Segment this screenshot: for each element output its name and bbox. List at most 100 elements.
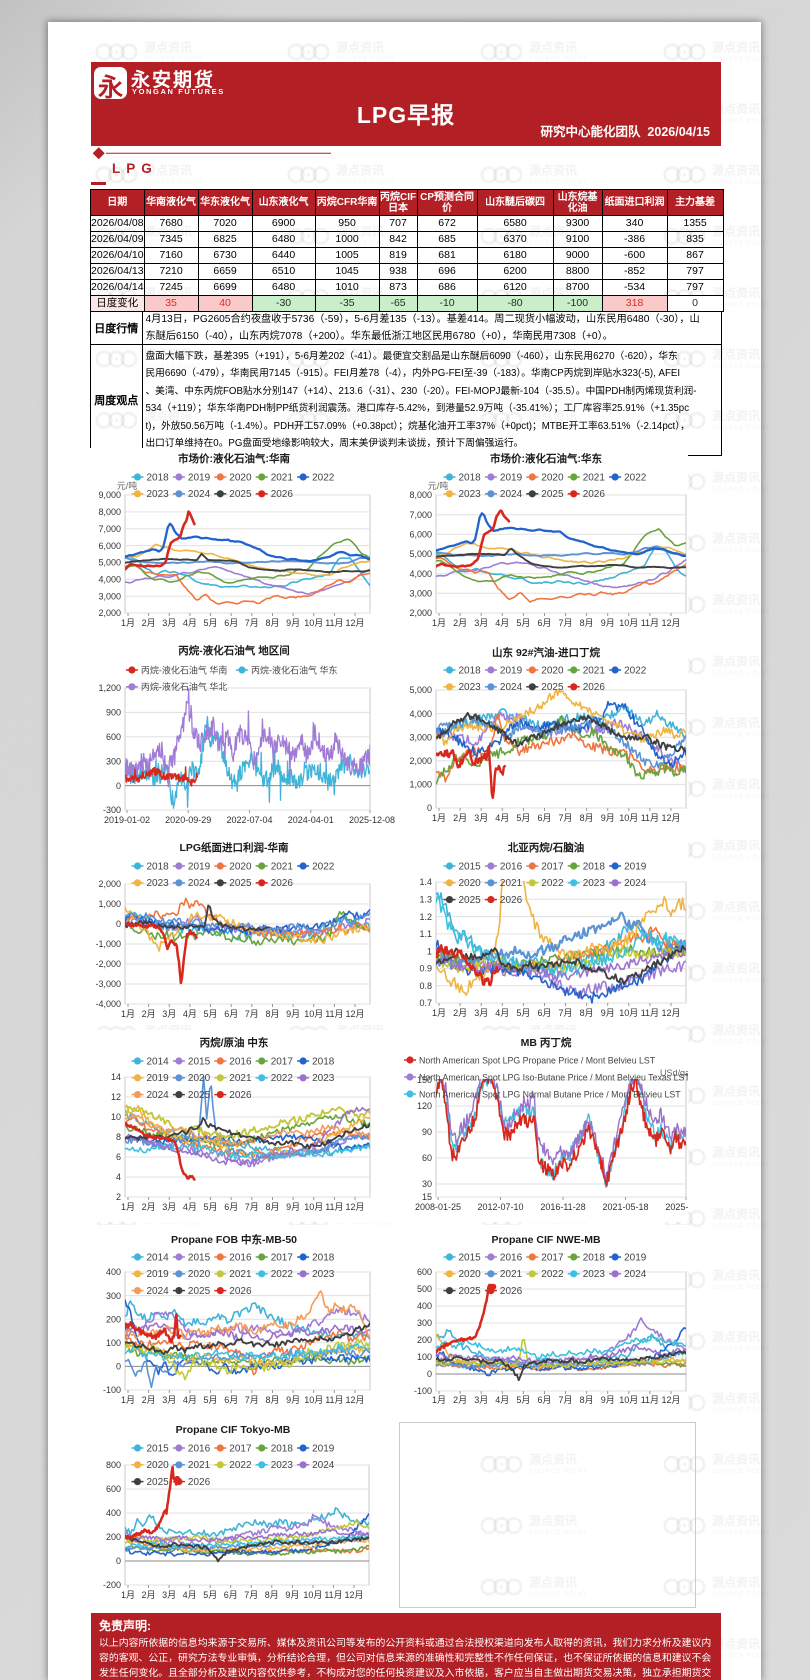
svg-text:2018: 2018 <box>147 472 170 483</box>
svg-text:8月: 8月 <box>580 1008 594 1018</box>
svg-text:7,000: 7,000 <box>98 524 121 534</box>
svg-text:2019: 2019 <box>188 861 211 872</box>
svg-text:7月: 7月 <box>558 618 572 628</box>
svg-text:源点资讯: 源点资讯 <box>712 1575 760 1590</box>
svg-text:120: 120 <box>417 1101 432 1111</box>
svg-text:300: 300 <box>106 1291 121 1301</box>
svg-text:1月: 1月 <box>121 1009 135 1019</box>
svg-text:9月: 9月 <box>601 1008 615 1018</box>
svg-text:3月: 3月 <box>162 1590 176 1600</box>
svg-text:5月: 5月 <box>203 1395 217 1405</box>
svg-text:8,000: 8,000 <box>98 507 121 517</box>
svg-text:600: 600 <box>417 1267 432 1277</box>
svg-text:SOURCE POINT: SOURCE POINT <box>336 56 395 63</box>
svg-text:North American Spot LPG Propan: North American Spot LPG Propane Price / … <box>419 1055 656 1065</box>
svg-text:0.7: 0.7 <box>419 998 432 1008</box>
svg-text:2019: 2019 <box>147 1073 170 1084</box>
svg-text:2022: 2022 <box>541 878 564 889</box>
svg-text:11月: 11月 <box>325 1202 343 1212</box>
svg-text:2024: 2024 <box>188 878 211 889</box>
svg-text:SOURCE POINT: SOURCE POINT <box>529 56 588 63</box>
svg-text:2021: 2021 <box>229 1269 252 1280</box>
svg-text:源点资讯: 源点资讯 <box>144 347 192 362</box>
svg-text:2022: 2022 <box>312 472 335 483</box>
svg-text:-200: -200 <box>103 1580 121 1590</box>
svg-text:200: 200 <box>106 1532 121 1542</box>
svg-text:源点资讯: 源点资讯 <box>336 347 384 362</box>
svg-text:SOURCE POINT: SOURCE POINT <box>712 609 771 616</box>
svg-text:2023: 2023 <box>312 1073 335 1084</box>
svg-text:0: 0 <box>116 1556 121 1566</box>
svg-text:4月: 4月 <box>183 1590 197 1600</box>
svg-text:2016: 2016 <box>500 1252 523 1263</box>
svg-text:2021: 2021 <box>583 472 606 483</box>
svg-text:6月: 6月 <box>224 618 238 628</box>
svg-text:2018: 2018 <box>312 1252 335 1263</box>
svg-text:10月: 10月 <box>304 1395 323 1405</box>
svg-text:2018: 2018 <box>312 1056 335 1067</box>
svg-text:1月: 1月 <box>121 1395 135 1405</box>
svg-text:12月: 12月 <box>661 618 680 628</box>
svg-text:4,000: 4,000 <box>409 709 432 719</box>
svg-text:8月: 8月 <box>265 618 279 628</box>
svg-text:源点资讯: 源点资讯 <box>712 224 760 239</box>
svg-text:SOURCE POINT: SOURCE POINT <box>712 1407 771 1414</box>
svg-text:源点资讯: 源点资讯 <box>712 715 760 730</box>
svg-text:6月: 6月 <box>224 1009 238 1019</box>
svg-text:2024: 2024 <box>624 878 647 889</box>
svg-text:6月: 6月 <box>537 618 551 628</box>
svg-text:2026: 2026 <box>583 682 606 693</box>
svg-text:10月: 10月 <box>619 1395 638 1405</box>
svg-text:2月: 2月 <box>453 618 467 628</box>
svg-text:2020: 2020 <box>541 472 564 483</box>
svg-text:2021: 2021 <box>583 665 606 676</box>
svg-text:2月: 2月 <box>142 1202 156 1212</box>
svg-text:2026: 2026 <box>229 1090 252 1101</box>
svg-text:10月: 10月 <box>304 1009 323 1019</box>
svg-text:2026: 2026 <box>271 878 294 889</box>
svg-text:2022: 2022 <box>624 665 647 676</box>
svg-text:4,000: 4,000 <box>409 569 432 579</box>
svg-text:12月: 12月 <box>661 1395 680 1405</box>
svg-text:6月: 6月 <box>224 1590 238 1600</box>
svg-text:9月: 9月 <box>285 1590 299 1600</box>
svg-text:300: 300 <box>417 1318 432 1328</box>
svg-text:6月: 6月 <box>537 1008 551 1018</box>
svg-text:元/吨: 元/吨 <box>428 480 449 491</box>
svg-text:6,000: 6,000 <box>98 541 121 551</box>
svg-text:源点资讯: 源点资讯 <box>144 408 192 423</box>
svg-text:0: 0 <box>427 803 432 813</box>
svg-text:600: 600 <box>106 1484 121 1494</box>
svg-text:丙烷/原油 中东: 丙烷/原油 中东 <box>200 1036 269 1049</box>
svg-text:30: 30 <box>422 1179 432 1189</box>
svg-text:2016: 2016 <box>188 1443 211 1454</box>
svg-text:2018: 2018 <box>271 1443 294 1454</box>
svg-text:11月: 11月 <box>325 618 343 628</box>
svg-text:2019: 2019 <box>624 1252 647 1263</box>
svg-text:9月: 9月 <box>601 813 615 823</box>
svg-text:2017: 2017 <box>541 1252 564 1263</box>
svg-text:源点资讯: 源点资讯 <box>529 1452 577 1467</box>
svg-text:2023: 2023 <box>459 489 482 500</box>
svg-text:SOURCE POINT: SOURCE POINT <box>712 1530 771 1537</box>
svg-text:4月: 4月 <box>495 1008 509 1018</box>
svg-text:400: 400 <box>106 1508 121 1518</box>
svg-text:2020: 2020 <box>541 665 564 676</box>
svg-text:150: 150 <box>417 1075 432 1085</box>
svg-text:源点资讯: 源点资讯 <box>712 1268 760 1283</box>
svg-text:SOURCE POINT: SOURCE POINT <box>712 1652 771 1659</box>
svg-text:100: 100 <box>106 1338 121 1348</box>
svg-text:2022: 2022 <box>229 1460 252 1471</box>
svg-text:SOURCE POINT: SOURCE POINT <box>529 424 588 431</box>
svg-text:7,000: 7,000 <box>409 510 432 520</box>
svg-text:SOURCE POINT: SOURCE POINT <box>712 731 771 738</box>
svg-text:2019: 2019 <box>312 1443 335 1454</box>
svg-text:SOURCE POINT: SOURCE POINT <box>712 1591 771 1598</box>
svg-text:源点资讯: 源点资讯 <box>529 1513 577 1528</box>
svg-text:2025: 2025 <box>188 1286 211 1297</box>
svg-text:1月: 1月 <box>121 618 135 628</box>
svg-text:1.4: 1.4 <box>419 877 432 887</box>
svg-text:10月: 10月 <box>619 618 638 628</box>
svg-text:2025: 2025 <box>229 489 252 500</box>
svg-text:5月: 5月 <box>516 618 530 628</box>
